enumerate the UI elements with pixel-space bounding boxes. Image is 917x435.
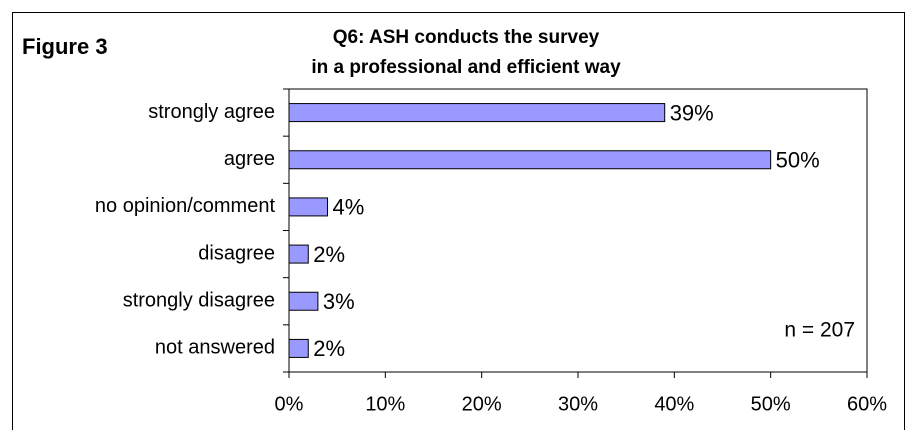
chart-title: Q6: ASH conducts the survey (333, 27, 600, 48)
figure-label: Figure 3 (22, 34, 108, 59)
x-tick-label: 30% (558, 393, 598, 415)
value-label: 39% (670, 100, 714, 125)
bar (288, 291, 319, 311)
y-tick-label: not answered (155, 337, 275, 359)
chart-frame (12, 12, 905, 435)
bar (288, 150, 772, 170)
x-tick-label: 60% (847, 393, 887, 415)
y-tick-label: agree (224, 148, 275, 170)
x-tick-label: 20% (462, 393, 502, 415)
bar (288, 197, 329, 217)
chart-title: in a professional and efficient way (311, 57, 621, 78)
value-label: 50% (776, 148, 820, 173)
bar (288, 103, 666, 123)
bar (288, 244, 309, 264)
annotation: n = 207 (784, 319, 855, 342)
x-tick-label: 40% (654, 393, 694, 415)
y-tick-label: disagree (198, 242, 275, 264)
x-tick-label: 0% (275, 393, 304, 415)
y-tick-label: no opinion/comment (95, 195, 276, 217)
bar (288, 338, 309, 358)
x-tick-label: 10% (365, 393, 405, 415)
y-tick-label: strongly agree (148, 101, 275, 123)
x-tick-label: 50% (751, 393, 791, 415)
value-label: 4% (333, 195, 365, 220)
y-tick-label: strongly disagree (123, 290, 275, 312)
value-label: 2% (313, 336, 345, 361)
value-label: 3% (323, 289, 355, 314)
value-label: 2% (313, 242, 345, 267)
